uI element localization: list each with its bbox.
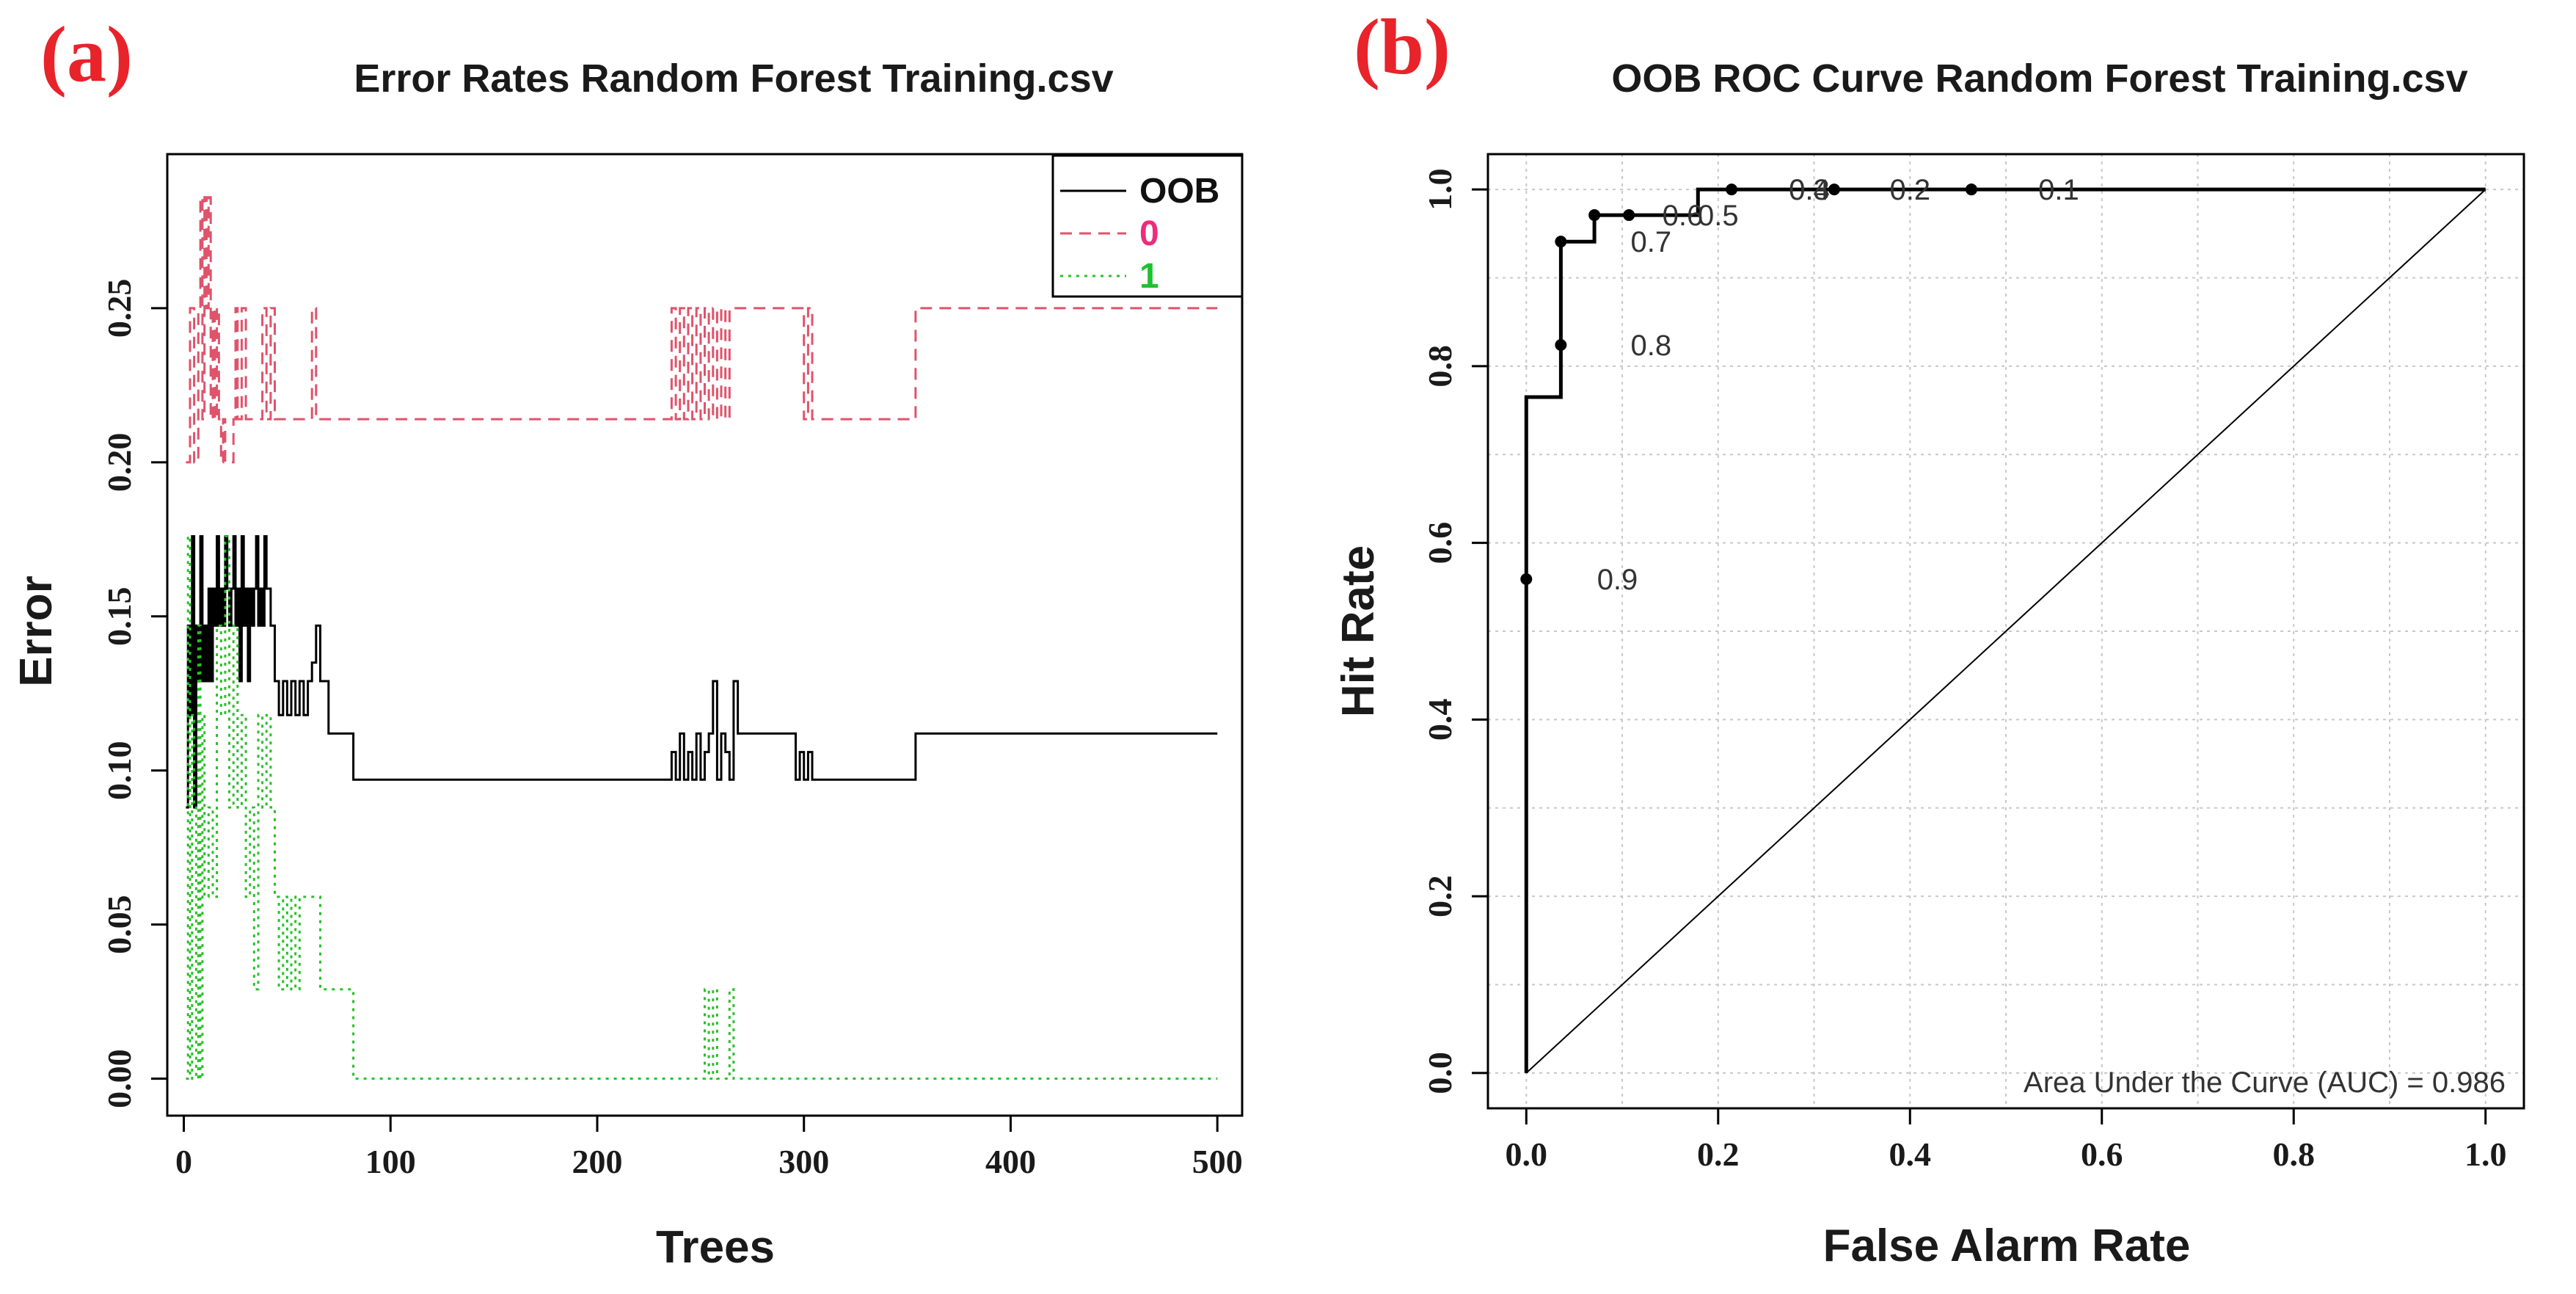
panel-b-threshold-point	[1726, 183, 1738, 196]
panel-a-title: Error Rates Random Forest Training.csv	[354, 57, 1113, 101]
panel-b-threshold-point	[1828, 183, 1840, 196]
panel-b-threshold-label: 0.4	[1789, 174, 1830, 206]
panel-a-legend-box	[1051, 154, 1244, 298]
panel-b-title: OOB ROC Curve Random Forest Training.csv	[1611, 57, 2467, 101]
panel-a-x-tick-label: 100	[365, 1143, 416, 1180]
panel-b-y-tick-label: 1.0	[1421, 168, 1459, 211]
panel-b-threshold-label: 0.6	[1663, 200, 1704, 232]
panel-a-axes-group: 0 100 200 300 400 500 0.00 0.05 0.10 0.15 0.20 0.25	[101, 279, 1243, 1180]
panel-a-y-tick-label: 0.15	[101, 587, 138, 647]
panel-b-threshold-point	[1555, 236, 1567, 248]
panel-a-y-axis-label: Error	[11, 575, 62, 687]
panel-b-x-tick-label: 0.0	[1506, 1135, 1548, 1173]
panel-b-axes-group: 0.0 0.2 0.4 0.6 0.8 1.0 0.0 0.2 0.4 0.6 0.8 1.0	[1421, 168, 2506, 1173]
panel-a-x-tick-label: 300	[778, 1143, 829, 1180]
panel-a-y-tick-label: 0.20	[101, 433, 138, 492]
panel-b-threshold-point	[1588, 209, 1601, 222]
panel-b-y-tick-label: 0.2	[1421, 875, 1459, 917]
panel-a-y-tick-label: 0.10	[101, 741, 138, 800]
panel-a-x-axis-label: Trees	[656, 1222, 775, 1273]
panel-b-x-tick-label: 0.2	[1697, 1135, 1740, 1173]
panel-b-label: (b)	[1354, 4, 1451, 91]
panel-b-threshold-label: 0.1	[2038, 174, 2079, 206]
panel-b-roc-curve-line	[1524, 187, 2486, 1073]
panel-b-threshold-point	[1965, 183, 1977, 196]
panel-a-plot-frame	[166, 153, 1244, 1117]
panel-a-series-line-class-1	[186, 535, 1218, 1080]
panel-b-y-tick-label: 0.4	[1421, 699, 1459, 741]
panel-a-error-rates: (a) Error Rates Random Forest Training.c…	[11, 11, 1244, 1273]
panel-b-threshold-label: 0.3	[1789, 174, 1830, 206]
panel-a-y-tick-label: 0.00	[101, 1049, 138, 1108]
panel-b-plot-frame	[1486, 153, 2525, 1110]
panel-b-series-group	[1524, 187, 2486, 1074]
panel-b-roc-curve: (b) OOB ROC Curve Random Forest Training…	[1333, 4, 2525, 1271]
panel-a-legend-label: OOB	[1139, 172, 1219, 211]
panel-a-label: (a)	[40, 11, 133, 98]
panel-b-x-tick-label: 0.6	[2081, 1135, 2123, 1173]
panel-b-auc-annotation: Area Under the Curve (AUC) = 0.986	[2024, 1066, 2506, 1099]
panel-b-threshold-points: 0.9 0.8 0.70.60.5 0.40.3 0.2 0.1	[1520, 174, 2079, 596]
panel-b-x-tick-label: 0.8	[2272, 1135, 2315, 1173]
panel-b-x-tick-label: 1.0	[2464, 1135, 2507, 1173]
panel-b-threshold-point	[1555, 339, 1567, 351]
panel-b-threshold-point	[1520, 573, 1533, 585]
panel-a-series-group	[186, 196, 1218, 1080]
panel-b-threshold-label: 0.7	[1630, 226, 1671, 258]
panel-a-x-tick-label: 200	[572, 1143, 623, 1180]
panel-b-y-tick-label: 0.8	[1421, 345, 1459, 388]
panel-a-x-tick-label: 0	[175, 1143, 192, 1180]
panel-a-y-tick-label: 0.05	[101, 895, 138, 954]
panel-b-y-tick-label: 0.0	[1421, 1052, 1459, 1094]
panel-a-x-tick-label: 500	[1192, 1143, 1243, 1180]
panel-b-threshold-label: 0.5	[1698, 200, 1739, 232]
panel-a-legend-label: 1	[1139, 257, 1159, 296]
panel-b-chance-line	[1525, 189, 2486, 1074]
panel-b-threshold-label: 0.2	[1889, 174, 1930, 206]
panel-a-y-tick-label: 0.25	[101, 279, 138, 338]
panel-b-y-axis-label: Hit Rate	[1333, 545, 1384, 717]
panel-a-x-tick-label: 400	[985, 1143, 1036, 1180]
panel-a-series-line-oob	[186, 535, 1218, 809]
panel-a-legend-label: 0	[1139, 214, 1159, 253]
panel-b-threshold-point	[1623, 209, 1635, 222]
panel-b-threshold-label: 0.9	[1597, 564, 1638, 596]
panel-b-y-tick-label: 0.6	[1421, 522, 1459, 564]
panel-b-x-tick-label: 0.4	[1889, 1135, 1932, 1173]
panel-b-x-axis-label: False Alarm Rate	[1823, 1221, 2191, 1271]
panel-b-threshold-label: 0.8	[1630, 330, 1671, 362]
